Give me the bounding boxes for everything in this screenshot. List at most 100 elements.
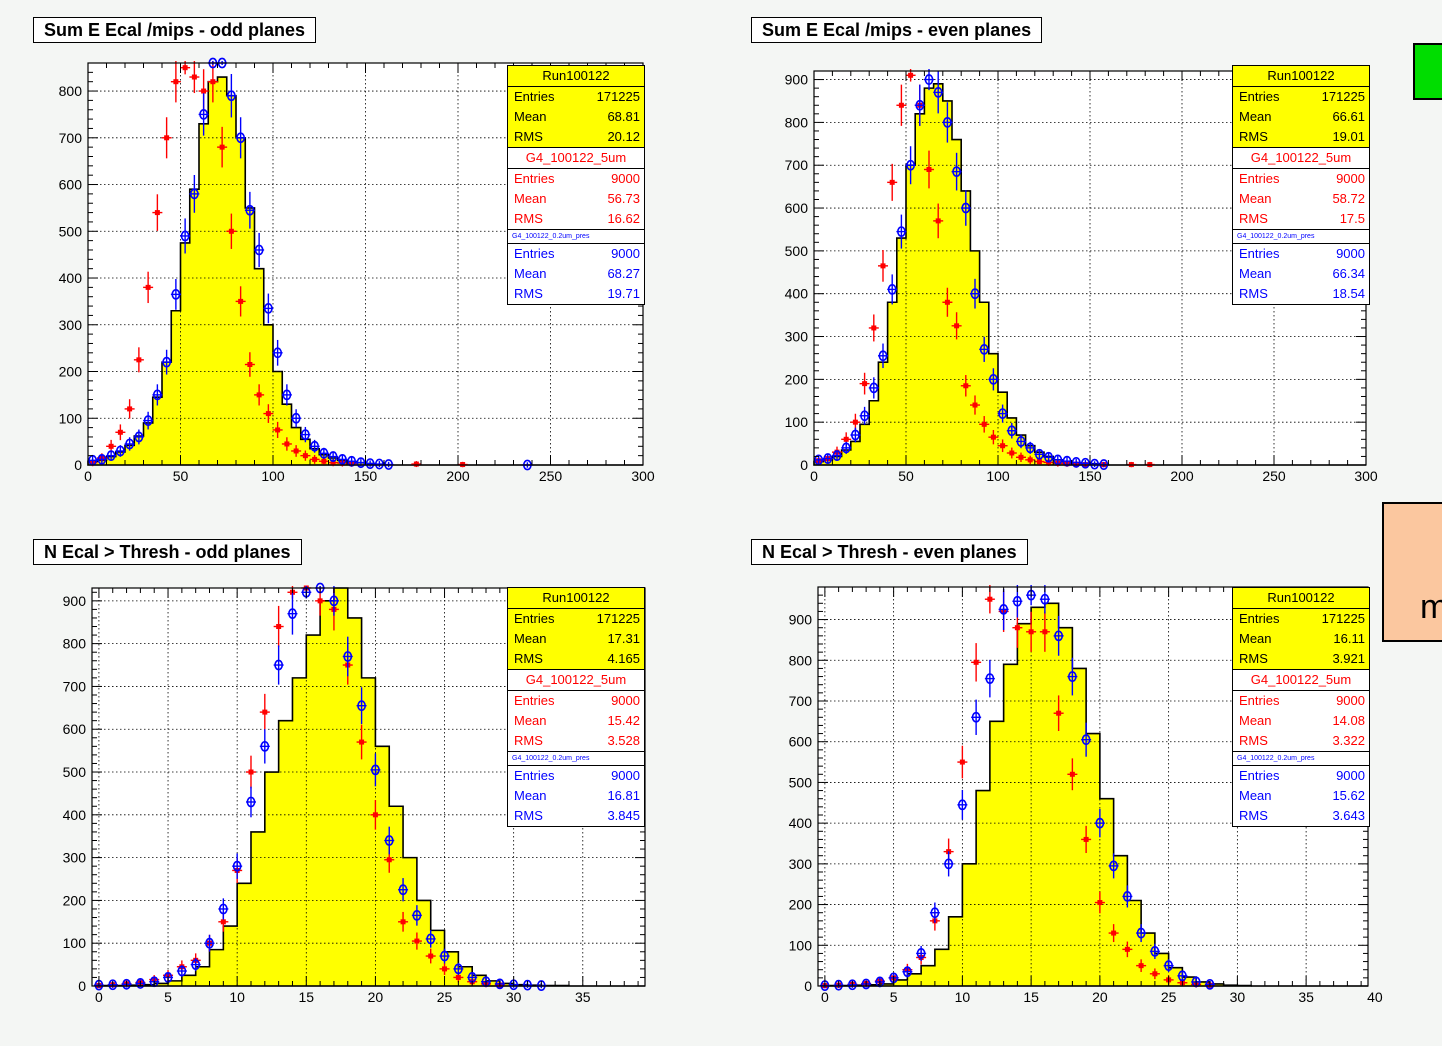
stats-label: RMS xyxy=(514,286,543,301)
sim-0.2um-point xyxy=(822,453,833,464)
stats-row: Mean 16.81 xyxy=(508,786,644,806)
sim-0.2um-point xyxy=(170,278,181,310)
stats-header: G4_100122_5um xyxy=(508,670,644,691)
stats-value: 19.01 xyxy=(1332,129,1365,144)
stats-label: Mean xyxy=(514,191,547,206)
stats-value: 171225 xyxy=(1321,89,1365,104)
sim-0.2um-point xyxy=(176,965,187,977)
sim-0.2um-point xyxy=(259,729,270,764)
sim-0.2um-point xyxy=(180,218,191,254)
sim-0.2um-point xyxy=(204,934,215,952)
stats-section: G4_100122_5um Entries 9000 Mean 58.72 RMS 17.5 xyxy=(1233,148,1369,230)
green-corner-box xyxy=(1413,43,1442,100)
x-tick-label: 250 xyxy=(1262,468,1286,484)
stats-row: RMS 17.5 xyxy=(1233,209,1369,229)
sim-0.2um-point xyxy=(384,826,395,855)
sim-0.2um-point xyxy=(218,898,229,920)
stats-box: Run100122 Entries 171225 Mean 17.31 RMS 4.165 G… xyxy=(507,587,645,827)
sim-5um-point xyxy=(291,445,302,457)
sim-0.2um-point xyxy=(398,878,409,902)
sim-0.2um-point xyxy=(1034,448,1045,460)
stats-row: Mean 68.81 xyxy=(508,107,644,127)
sim-5um-point xyxy=(263,404,274,423)
sim-5um-point xyxy=(115,424,126,441)
x-tick-label: 15 xyxy=(298,989,314,1005)
chart-title: Sum E Ecal /mips - even planes xyxy=(751,17,1043,43)
stats-label: RMS xyxy=(1239,651,1268,666)
stats-label: RMS xyxy=(514,211,543,226)
stats-label: RMS xyxy=(1239,808,1268,823)
sim-5um-point xyxy=(152,194,163,231)
stats-label: Mean xyxy=(514,713,547,728)
sim-0.2um-point xyxy=(439,948,450,964)
stats-label: Entries xyxy=(514,89,555,104)
y-tick-label: 700 xyxy=(785,157,809,173)
sim-0.2um-point xyxy=(226,74,237,118)
y-tick-label: 300 xyxy=(785,329,809,345)
stats-value: 171225 xyxy=(1321,611,1365,626)
x-tick-label: 10 xyxy=(955,989,971,1005)
y-tick-label: 700 xyxy=(59,130,83,146)
stats-label: RMS xyxy=(1239,733,1268,748)
sim-0.2um-point xyxy=(453,962,464,975)
sim-5um-point xyxy=(161,117,172,159)
y-tick-label: 400 xyxy=(785,286,809,302)
stats-label: Mean xyxy=(1239,109,1272,124)
sim-0.2um-point xyxy=(957,789,968,820)
sim-5um-point xyxy=(970,395,980,415)
sim-5um-point xyxy=(425,948,436,964)
sim-0.2um-point xyxy=(1089,458,1100,470)
sim-5um-point xyxy=(1026,611,1037,652)
stats-row: Mean 68.27 xyxy=(508,264,644,284)
sim-0.2um-point xyxy=(133,429,144,445)
sim-0.2um-point xyxy=(988,368,999,391)
sim-0.2um-point xyxy=(328,451,339,462)
stats-label: RMS xyxy=(1239,286,1268,301)
sim-0.2um-point xyxy=(859,406,870,425)
sim-0.2um-point xyxy=(115,445,126,457)
stats-value: 66.61 xyxy=(1332,109,1365,124)
stats-label: RMS xyxy=(514,733,543,748)
stats-value: 9000 xyxy=(611,246,640,261)
stats-value: 3.921 xyxy=(1332,651,1365,666)
x-tick-label: 40 xyxy=(1367,989,1383,1005)
sim-0.2um-point xyxy=(878,343,888,369)
orange-corner-box: m xyxy=(1382,502,1442,642)
stats-label: Mean xyxy=(1239,191,1272,206)
sim-5um-point xyxy=(988,429,999,445)
x-tick-label: 50 xyxy=(898,468,914,484)
x-tick-label: 0 xyxy=(84,468,92,484)
x-tick-label: 250 xyxy=(539,468,563,484)
sim-5um-point xyxy=(1081,825,1092,854)
sim-5um-point xyxy=(370,799,381,830)
stats-row: Entries 171225 xyxy=(1233,609,1369,629)
sim-5um-point xyxy=(1149,968,1160,980)
stats-value: 68.81 xyxy=(607,109,640,124)
sim-0.2um-point xyxy=(1071,457,1082,468)
stats-header: G4_100122_5um xyxy=(1233,670,1369,691)
y-tick-label: 500 xyxy=(59,223,83,239)
stats-row: Entries 9000 xyxy=(508,766,644,786)
stats-row: Mean 17.31 xyxy=(508,629,644,649)
sim-5um-point xyxy=(189,61,200,94)
sim-0.2um-point xyxy=(318,447,329,459)
sim-5um-point xyxy=(245,755,256,789)
stats-value: 58.72 xyxy=(1332,191,1365,206)
stats-label: Mean xyxy=(1239,713,1272,728)
sim-0.2um-point xyxy=(951,152,962,191)
sim-5um-point xyxy=(1039,611,1050,652)
sim-0.2um-point xyxy=(1136,924,1147,943)
sim-0.2um-point xyxy=(337,453,348,465)
sim-5um-point xyxy=(143,271,154,304)
chart-title: N Ecal > Thresh - even planes xyxy=(751,539,1028,565)
sim-0.2um-point xyxy=(979,336,990,362)
orange-corner-text: m xyxy=(1420,588,1442,626)
stats-box: Run100122 Entries 171225 Mean 66.61 RMS 19.01 G… xyxy=(1232,65,1370,305)
stats-label: Entries xyxy=(514,768,555,783)
sim-0.2um-point xyxy=(1053,615,1064,656)
y-tick-label: 300 xyxy=(63,850,87,866)
stats-header: Run100122 xyxy=(1233,588,1369,609)
y-tick-label: 200 xyxy=(63,892,87,908)
stats-row: Mean 15.42 xyxy=(508,711,644,731)
x-tick-label: 30 xyxy=(506,989,522,1005)
